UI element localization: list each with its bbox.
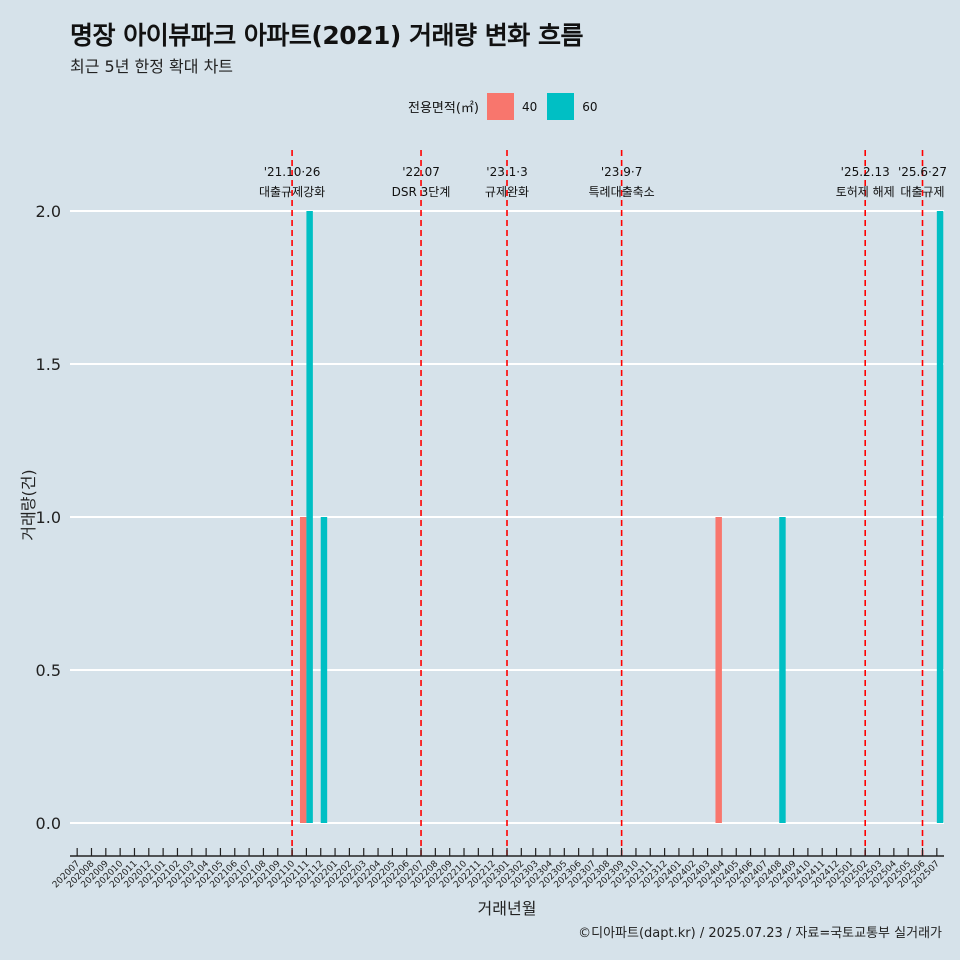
event-name-label: 토허제 해제 xyxy=(836,185,895,199)
bar-60-202507 xyxy=(936,211,944,823)
caption: ©디아파트(dapt.kr) / 2025.07.23 / 자료=국토교통부 실… xyxy=(578,926,942,941)
legend-item-60: 60 xyxy=(547,93,598,120)
event-date-label: '22.07 xyxy=(402,165,440,179)
y-tick-label: 2.0 xyxy=(36,202,61,221)
y-axis-title: 거래량(건) xyxy=(19,469,38,540)
bar-60-202408 xyxy=(779,517,786,823)
event-name-label: 대출규제강화 xyxy=(259,185,325,199)
event-name-label: 대출규제 xyxy=(900,185,944,199)
event-name-label: DSR 3단계 xyxy=(392,185,451,199)
bar-60-202111 xyxy=(306,211,313,823)
bar-40-202111 xyxy=(299,517,307,823)
legend-label-60: 60 xyxy=(582,99,598,114)
event-date-label: '25.6·27 xyxy=(898,165,947,179)
bar-40-202404 xyxy=(715,517,722,823)
legend-item-40: 40 xyxy=(486,93,538,120)
x-axis-title: 거래년월 xyxy=(478,899,537,918)
y-tick-label: 1.5 xyxy=(36,355,61,374)
event-date-label: '25.2.13 xyxy=(841,165,890,179)
legend-swatch-60 xyxy=(547,93,575,120)
y-tick-label: 0.5 xyxy=(36,661,61,680)
legend-title: 전용면적(㎡) xyxy=(408,101,479,116)
y-tick-label: 1.0 xyxy=(36,508,61,527)
chart-title: 명장 아이뷰파크 아파트(2021) 거래량 변화 흐름 xyxy=(70,21,583,50)
legend: 전용면적(㎡) 40 60 xyxy=(408,93,608,120)
event-name-label: 규제완화 xyxy=(485,185,529,199)
event-date-label: '23.1·3 xyxy=(486,165,527,179)
y-tick-label: 0.0 xyxy=(36,814,61,833)
legend-label-40: 40 xyxy=(521,99,538,114)
bar-60-202112 xyxy=(320,517,328,823)
chart-subtitle: 최근 5년 한정 확대 차트 xyxy=(70,57,234,76)
legend-swatch-40 xyxy=(486,93,514,120)
event-date-label: '21.10·26 xyxy=(264,165,321,179)
event-date-label: '23.9·7 xyxy=(601,165,642,179)
event-name-label: 특례대출축소 xyxy=(588,185,654,199)
